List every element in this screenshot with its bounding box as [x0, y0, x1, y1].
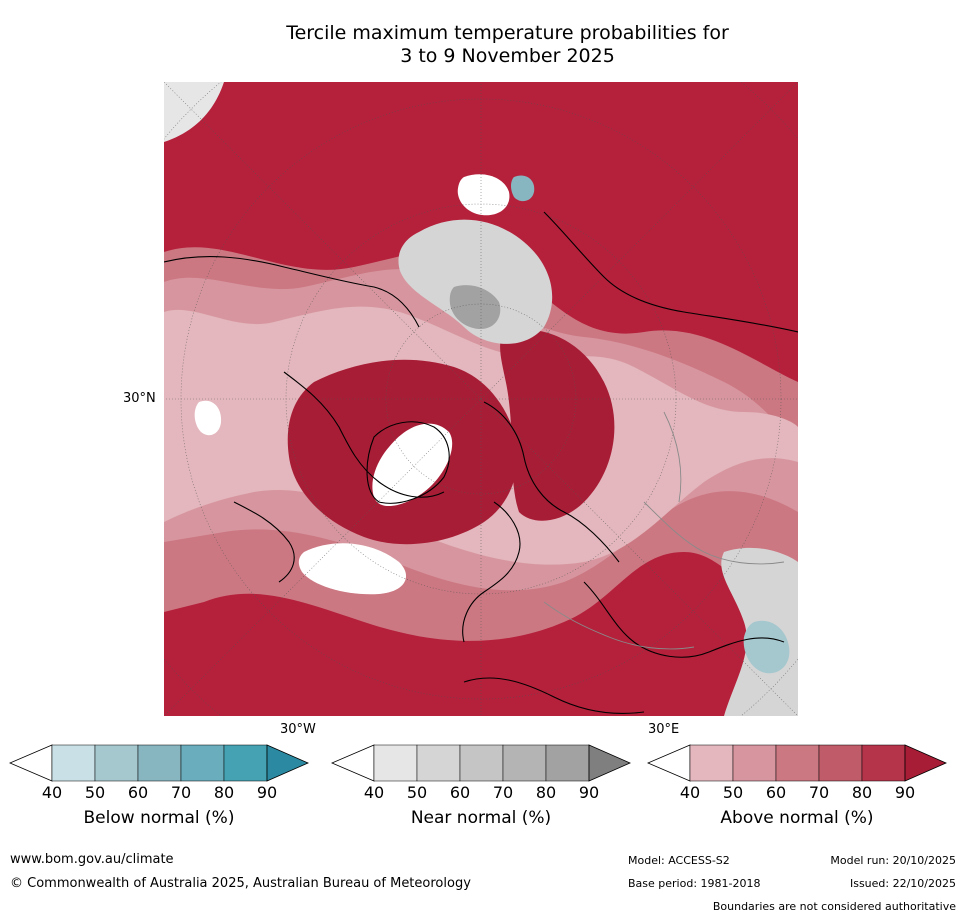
above-normal-ticks: 40 50 60 70 80 90	[647, 783, 947, 803]
colorbar-extend-low	[9, 744, 53, 782]
model-run-text: Model run: 20/10/2025	[830, 854, 956, 867]
colorbar-bin	[818, 744, 863, 782]
title-line-1: Tercile maximum temperature probabilitie…	[286, 22, 729, 44]
tick-label: 50	[84, 783, 106, 802]
near-normal-arctic	[398, 219, 553, 344]
tick-label: 50	[406, 783, 428, 802]
chart-title: Tercile maximum temperature probabilitie…	[150, 22, 865, 68]
colorbar-bin	[94, 744, 139, 782]
below-normal-arctic	[511, 175, 535, 202]
near-normal-label: Near normal (%)	[410, 808, 552, 828]
colorbar-bin	[775, 744, 820, 782]
tick-label: 70	[808, 783, 830, 802]
colorbar-extend-low	[331, 744, 375, 782]
website-text: www.bom.gov.au/climate	[10, 852, 174, 867]
white-arctic	[457, 174, 510, 216]
white-atlantic	[194, 400, 222, 436]
above-normal-label: Above normal (%)	[720, 808, 874, 828]
near-normal-colorbar-graphic	[331, 744, 631, 782]
colorbar-bin	[861, 744, 906, 782]
colorbar-bin	[223, 744, 268, 782]
coastlines	[164, 211, 798, 714]
tick-label: 60	[127, 783, 149, 802]
borders	[543, 411, 785, 650]
below-normal-colorbar-graphic	[9, 744, 309, 782]
colorbar-bin	[459, 744, 504, 782]
longitude-label-east: 30°E	[648, 722, 680, 737]
tick-label: 80	[851, 783, 873, 802]
below-normal-ticks: 40 50 60 70 80 90	[9, 783, 309, 803]
near-normal-arctic-dark	[449, 285, 501, 330]
below-normal-southeast	[743, 620, 790, 674]
tick-label: 40	[41, 783, 63, 802]
tick-label: 80	[535, 783, 557, 802]
colorbar-bin	[51, 744, 96, 782]
above-normal-colorbar	[647, 744, 947, 782]
above-normal-colorbar-graphic	[647, 744, 947, 782]
near-normal-colorbar	[331, 744, 631, 782]
tick-label: 70	[170, 783, 192, 802]
tick-label: 80	[213, 783, 235, 802]
below-normal-colorbar	[9, 744, 309, 782]
colorbar-extend-high	[266, 744, 309, 782]
tick-label: 40	[363, 783, 385, 802]
colorbar-extend-high	[588, 744, 631, 782]
tick-label: 40	[679, 783, 701, 802]
disclaimer-text: Boundaries are not considered authoritat…	[712, 900, 956, 913]
tick-label: 60	[765, 783, 787, 802]
tick-label: 90	[894, 783, 916, 802]
tick-label: 90	[578, 783, 600, 802]
graticule	[164, 82, 798, 716]
colorbar-bin	[180, 744, 225, 782]
colorbar-bin	[732, 744, 777, 782]
copyright-text: © Commonwealth of Australia 2025, Austra…	[10, 876, 471, 891]
white-pacific	[298, 543, 407, 595]
below-normal-label: Below normal (%)	[83, 808, 235, 828]
colorbar-bin	[373, 744, 418, 782]
title-line-2: 3 to 9 November 2025	[400, 45, 615, 67]
colorbar-bin	[137, 744, 182, 782]
tick-label: 70	[492, 783, 514, 802]
colorbar-bin	[502, 744, 547, 782]
model-text: Model: ACCESS-S2	[628, 854, 730, 867]
longitude-label-west: 30°W	[280, 722, 316, 737]
probability-map	[164, 82, 798, 716]
near-normal-ticks: 40 50 60 70 80 90	[331, 783, 631, 803]
colorbar-extend-low	[647, 744, 691, 782]
tick-label: 50	[722, 783, 744, 802]
colorbar-extend-high	[904, 744, 947, 782]
colorbar-bin	[416, 744, 461, 782]
base-period-text: Base period: 1981-2018	[628, 877, 761, 890]
latitude-label: 30°N	[123, 391, 156, 406]
tick-label: 60	[449, 783, 471, 802]
colorbar-bin	[689, 744, 734, 782]
tick-label: 90	[256, 783, 278, 802]
issued-text: Issued: 22/10/2025	[849, 877, 956, 890]
colorbar-bin	[545, 744, 590, 782]
